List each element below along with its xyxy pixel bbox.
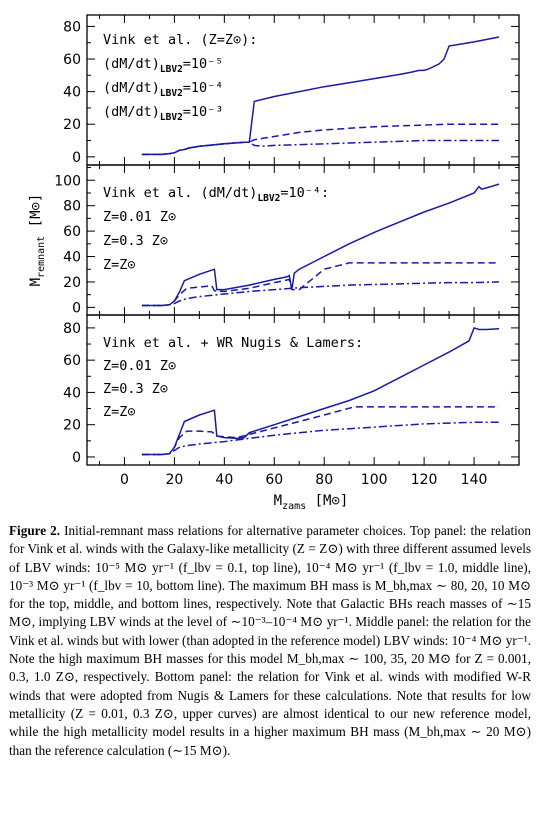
caption-label: Figure 2. xyxy=(9,523,61,538)
middle-annotation-line: Z=0.01 Z⊙ xyxy=(103,209,176,225)
bottom-panel: 0 20 40 60 80 0 20 40 60 80 100 120 140 xyxy=(63,314,520,488)
x-tick-label: 40 xyxy=(215,472,233,488)
figure: Mremnant [M⊙] Mzams [M⊙] Vink et al. (Z=… xyxy=(28,14,520,512)
x-tick-label: 0 xyxy=(120,472,129,488)
top-annotation-line: (dM/dt)LBV2=10⁻⁴ xyxy=(103,80,223,99)
caption-text: Initial-remnant mass relations for alter… xyxy=(9,523,531,758)
middle-series-dashed xyxy=(141,262,499,307)
y-tick-label: 60 xyxy=(63,353,81,369)
bottom-annotation-line: Vink et al. + WR Nugis & Lamers: xyxy=(103,335,363,351)
x-tick-label: 20 xyxy=(165,472,183,488)
y-tick-label: 80 xyxy=(63,321,81,337)
bottom-annotation-line: Z=0.3 Z⊙ xyxy=(103,381,168,397)
figure-plot: Mremnant [M⊙] Mzams [M⊙] Vink et al. (Z=… xyxy=(28,14,520,512)
x-tick-label: 60 xyxy=(265,472,283,488)
y-tick-label: 40 xyxy=(63,85,81,101)
middle-panel-annotation: Vink et al. (dM/dt)LBV2=10⁻⁴: Z=0.01 Z⊙ Z=… xyxy=(103,185,329,273)
y-tick-label: 40 xyxy=(63,385,81,401)
middle-annotation-line: Z=0.3 Z⊙ xyxy=(103,233,168,249)
middle-series-dashdot xyxy=(141,281,500,307)
x-tick-label: 80 xyxy=(315,472,333,488)
bottom-series-dashed xyxy=(141,406,499,456)
y-tick-label: 0 xyxy=(72,150,81,166)
top-series-dashdot xyxy=(141,139,499,156)
bottom-panel-annotation: Vink et al. + WR Nugis & Lamers: Z=0.01 Z… xyxy=(103,335,363,420)
y-axis-label: Mremnant [M⊙] xyxy=(28,194,47,287)
y-tick-label: 20 xyxy=(63,275,81,291)
bottom-annotation-line: Z=Z⊙ xyxy=(103,404,136,420)
middle-annotation-line: Z=Z⊙ xyxy=(103,257,136,273)
middle-annotation-line: Vink et al. (dM/dt)LBV2=10⁻⁴: xyxy=(103,185,329,204)
y-tick-label: 40 xyxy=(63,250,81,266)
bottom-series-dashdot xyxy=(141,421,499,456)
y-tick-label: 60 xyxy=(63,52,81,68)
x-tick-label: 140 xyxy=(461,472,488,488)
y-tick-label: 60 xyxy=(63,224,81,240)
y-tick-label: 20 xyxy=(63,117,81,133)
middle-series-solid xyxy=(141,183,500,307)
y-tick-label: 80 xyxy=(63,199,81,215)
top-annotation-line: (dM/dt)LBV2=10⁻³ xyxy=(103,104,223,123)
top-annotation-line: Vink et al. (Z=Z⊙): xyxy=(103,32,257,48)
x-tick-label: 100 xyxy=(361,472,388,488)
bottom-annotation-line: Z=0.01 Z⊙ xyxy=(103,358,176,374)
x-axis-label: Mzams [M⊙] xyxy=(274,493,349,512)
y-tick-label: 20 xyxy=(63,418,81,434)
bottom-panel-frame xyxy=(86,314,520,466)
top-panel-annotation: Vink et al. (Z=Z⊙): (dM/dt)LBV2=10⁻⁵ (dM/d… xyxy=(103,32,257,123)
top-annotation-line: (dM/dt)LBV2=10⁻⁵ xyxy=(103,56,223,75)
y-tick-label: 0 xyxy=(72,450,81,466)
figure-caption: Figure 2. Initial-remnant mass relations… xyxy=(9,522,531,760)
top-series-dashed xyxy=(141,123,499,156)
x-tick-label: 120 xyxy=(411,472,438,488)
y-tick-label: 0 xyxy=(72,300,81,316)
y-tick-label: 100 xyxy=(54,173,81,189)
bottom-series-solid xyxy=(141,326,500,456)
y-tick-label: 80 xyxy=(63,19,81,35)
